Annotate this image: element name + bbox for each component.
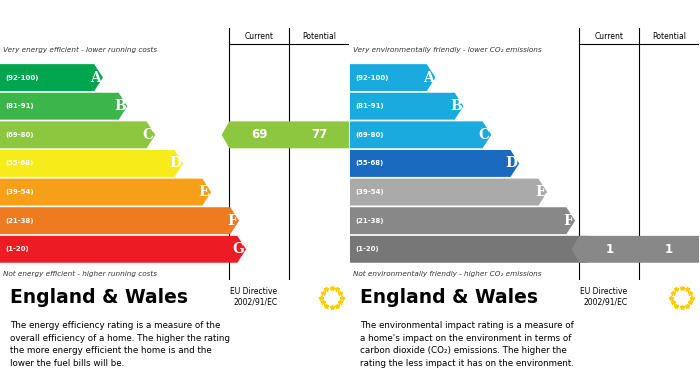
Polygon shape <box>0 207 239 234</box>
Polygon shape <box>0 64 103 91</box>
Text: The energy efficiency rating is a measure of the
overall efficiency of a home. T: The energy efficiency rating is a measur… <box>10 321 230 368</box>
Text: (92-100): (92-100) <box>5 75 38 81</box>
Text: F: F <box>228 214 237 228</box>
Text: F: F <box>564 214 573 228</box>
Text: (39-54): (39-54) <box>355 189 384 195</box>
Polygon shape <box>350 150 519 177</box>
Text: A: A <box>423 71 434 84</box>
Text: A: A <box>90 71 101 84</box>
Text: EU Directive
2002/91/EC: EU Directive 2002/91/EC <box>230 287 277 307</box>
Text: Potential: Potential <box>652 32 686 41</box>
Text: E: E <box>199 185 209 199</box>
Text: Energy Efficiency Rating: Energy Efficiency Rating <box>10 7 194 20</box>
Text: D: D <box>169 156 181 170</box>
Text: Current: Current <box>595 32 624 41</box>
Text: D: D <box>505 156 517 170</box>
Text: England & Wales: England & Wales <box>360 288 538 307</box>
Text: 1: 1 <box>665 243 673 256</box>
Text: (39-54): (39-54) <box>5 189 34 195</box>
Text: (21-38): (21-38) <box>5 218 34 224</box>
Polygon shape <box>631 236 699 263</box>
Text: G: G <box>582 242 594 256</box>
Text: (81-91): (81-91) <box>355 103 384 109</box>
Polygon shape <box>0 150 183 177</box>
Text: (92-100): (92-100) <box>355 75 388 81</box>
Text: EU Directive
2002/91/EC: EU Directive 2002/91/EC <box>580 287 627 307</box>
Text: 69: 69 <box>251 128 267 141</box>
Text: The environmental impact rating is a measure of
a home's impact on the environme: The environmental impact rating is a mea… <box>360 321 574 368</box>
Polygon shape <box>350 121 491 148</box>
Text: C: C <box>142 128 153 142</box>
Text: Environmental Impact (CO₂) Rating: Environmental Impact (CO₂) Rating <box>360 7 622 20</box>
Text: (69-80): (69-80) <box>5 132 34 138</box>
Text: (55-68): (55-68) <box>355 160 384 167</box>
Polygon shape <box>350 179 547 206</box>
Polygon shape <box>0 179 211 206</box>
Polygon shape <box>350 207 575 234</box>
Polygon shape <box>350 236 596 263</box>
Text: C: C <box>479 128 489 142</box>
Text: Very energy efficient - lower running costs: Very energy efficient - lower running co… <box>4 47 158 53</box>
Polygon shape <box>222 121 289 148</box>
Text: Not energy efficient - higher running costs: Not energy efficient - higher running co… <box>4 271 158 278</box>
Text: (69-80): (69-80) <box>355 132 384 138</box>
Text: Not environmentally friendly - higher CO₂ emissions: Not environmentally friendly - higher CO… <box>354 271 542 278</box>
Text: (21-38): (21-38) <box>355 218 384 224</box>
Text: B: B <box>114 99 125 113</box>
Polygon shape <box>0 93 127 120</box>
Text: Potential: Potential <box>302 32 336 41</box>
Text: E: E <box>535 185 545 199</box>
Text: (1-20): (1-20) <box>355 246 379 252</box>
Polygon shape <box>0 121 155 148</box>
Text: England & Wales: England & Wales <box>10 288 188 307</box>
Text: (81-91): (81-91) <box>5 103 34 109</box>
Polygon shape <box>350 64 435 91</box>
Text: B: B <box>450 99 462 113</box>
Text: Very environmentally friendly - lower CO₂ emissions: Very environmentally friendly - lower CO… <box>354 47 542 53</box>
Text: 77: 77 <box>311 128 327 141</box>
Text: (1-20): (1-20) <box>5 246 29 252</box>
Text: (55-68): (55-68) <box>5 160 34 167</box>
Polygon shape <box>281 121 349 148</box>
Text: 1: 1 <box>606 243 613 256</box>
Polygon shape <box>572 236 639 263</box>
Text: G: G <box>232 242 244 256</box>
Text: Current: Current <box>245 32 274 41</box>
Polygon shape <box>350 93 463 120</box>
Polygon shape <box>0 236 246 263</box>
